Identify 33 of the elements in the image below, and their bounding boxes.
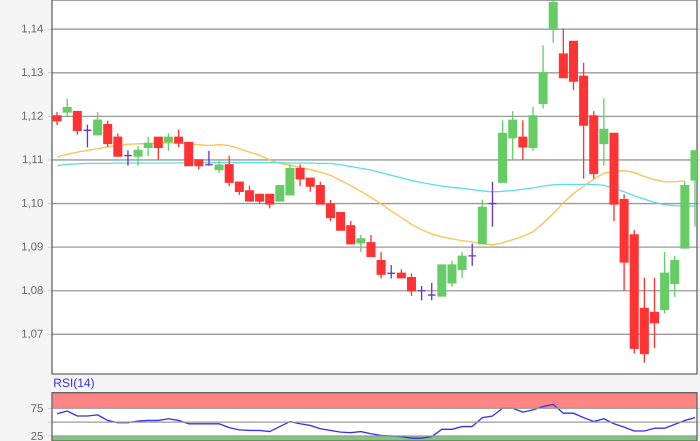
candlestick: [144, 136, 153, 157]
candlestick: [376, 251, 386, 280]
candlestick: [518, 120, 528, 161]
candlestick: [204, 150, 214, 166]
y-tick-label: 1,10: [22, 198, 43, 208]
y-tick-label: 1,12: [22, 112, 43, 122]
candlestick: [599, 98, 608, 166]
y-tick-label: 1,13: [22, 68, 43, 78]
y-tick-label: 1,07: [22, 330, 43, 339]
candlestick: [82, 124, 92, 148]
y-tick-label: 1,08: [22, 286, 43, 296]
y-tick-label: 75: [31, 404, 43, 412]
y-tick-label: 1,09: [22, 242, 43, 252]
candlestick: [164, 132, 173, 152]
y-tick-label: 25: [31, 432, 43, 440]
candlestick: [386, 264, 396, 280]
candlestick: [366, 234, 376, 257]
y-tick-label: 1,11: [22, 155, 43, 165]
candlestick: [417, 285, 426, 301]
candlestick: [356, 234, 366, 253]
candlestick: [154, 136, 163, 161]
candlestick: [468, 242, 477, 267]
candlestick: [123, 150, 132, 166]
candlestick: [62, 98, 72, 118]
candlestick: [134, 145, 143, 166]
candlestick: [72, 110, 82, 136]
candlestick: [488, 181, 497, 228]
candlestick: [427, 282, 436, 301]
candlestick: [52, 111, 62, 126]
candlestick: [93, 111, 102, 136]
candlestick: [214, 160, 224, 174]
y-tick-label: 1,14: [22, 24, 43, 34]
chart-title: RSI(14): [54, 378, 94, 390]
